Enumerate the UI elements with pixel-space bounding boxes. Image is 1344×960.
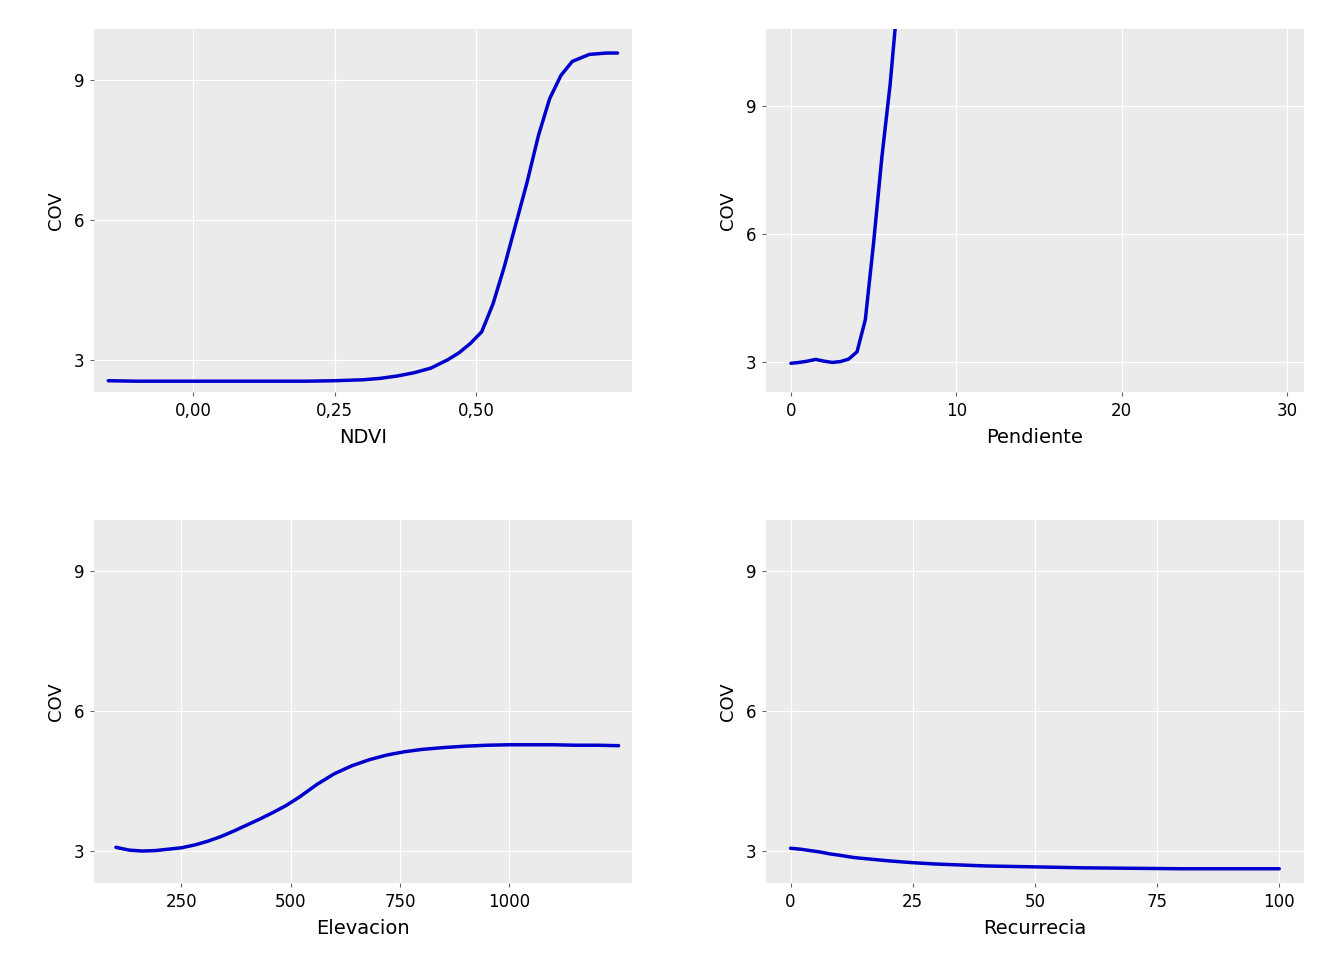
Y-axis label: COV: COV	[47, 683, 66, 721]
Y-axis label: COV: COV	[719, 191, 738, 229]
Y-axis label: COV: COV	[719, 683, 738, 721]
X-axis label: Recurrecia: Recurrecia	[984, 920, 1086, 938]
X-axis label: Elevacion: Elevacion	[316, 920, 410, 938]
Y-axis label: COV: COV	[47, 191, 66, 229]
X-axis label: NDVI: NDVI	[339, 428, 387, 447]
X-axis label: Pendiente: Pendiente	[986, 428, 1083, 447]
